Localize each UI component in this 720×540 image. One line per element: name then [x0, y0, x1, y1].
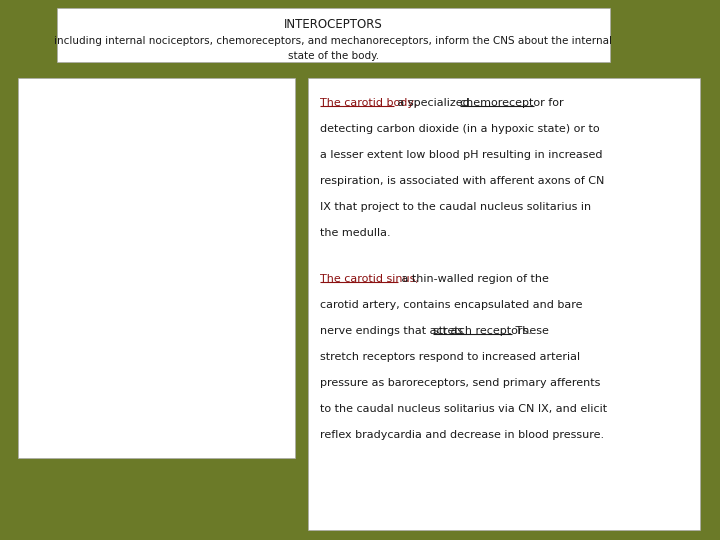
Text: INTEROCEPTORS: INTEROCEPTORS	[284, 17, 383, 30]
Text: including internal nociceptors, chemoreceptors, and mechanoreceptors, inform the: including internal nociceptors, chemorec…	[55, 36, 613, 46]
Text: reflex bradycardia and decrease in blood pressure.: reflex bradycardia and decrease in blood…	[320, 430, 604, 440]
Text: The carotid sinus,: The carotid sinus,	[320, 274, 419, 284]
Text: state of the body.: state of the body.	[288, 51, 379, 61]
Text: a lesser extent low blood pH resulting in increased: a lesser extent low blood pH resulting i…	[320, 150, 603, 160]
Text: pressure as baroreceptors, send primary afferents: pressure as baroreceptors, send primary …	[320, 378, 600, 388]
Text: detecting carbon dioxide (in a hypoxic state) or to: detecting carbon dioxide (in a hypoxic s…	[320, 124, 600, 134]
Text: nerve endings that act as: nerve endings that act as	[320, 326, 467, 336]
Text: a specialized: a specialized	[394, 98, 473, 108]
Text: IX that project to the caudal nucleus solitarius in: IX that project to the caudal nucleus so…	[320, 202, 591, 212]
Text: the medulla.: the medulla.	[320, 228, 391, 238]
Text: carotid artery, contains encapsulated and bare: carotid artery, contains encapsulated an…	[320, 300, 582, 310]
FancyBboxPatch shape	[308, 78, 700, 530]
Text: to the caudal nucleus solitarius via CN IX, and elicit: to the caudal nucleus solitarius via CN …	[320, 404, 607, 414]
Text: stretch receptors respond to increased arterial: stretch receptors respond to increased a…	[320, 352, 580, 362]
Text: chemoreceptor for: chemoreceptor for	[459, 98, 563, 108]
FancyBboxPatch shape	[18, 78, 295, 458]
Text: The carotid body,: The carotid body,	[320, 98, 418, 108]
Text: These: These	[512, 326, 549, 336]
FancyBboxPatch shape	[57, 8, 610, 62]
Text: stretch receptors.: stretch receptors.	[433, 326, 532, 336]
Text: respiration, is associated with afferent axons of CN: respiration, is associated with afferent…	[320, 176, 604, 186]
Text: a thin-walled region of the: a thin-walled region of the	[398, 274, 549, 284]
